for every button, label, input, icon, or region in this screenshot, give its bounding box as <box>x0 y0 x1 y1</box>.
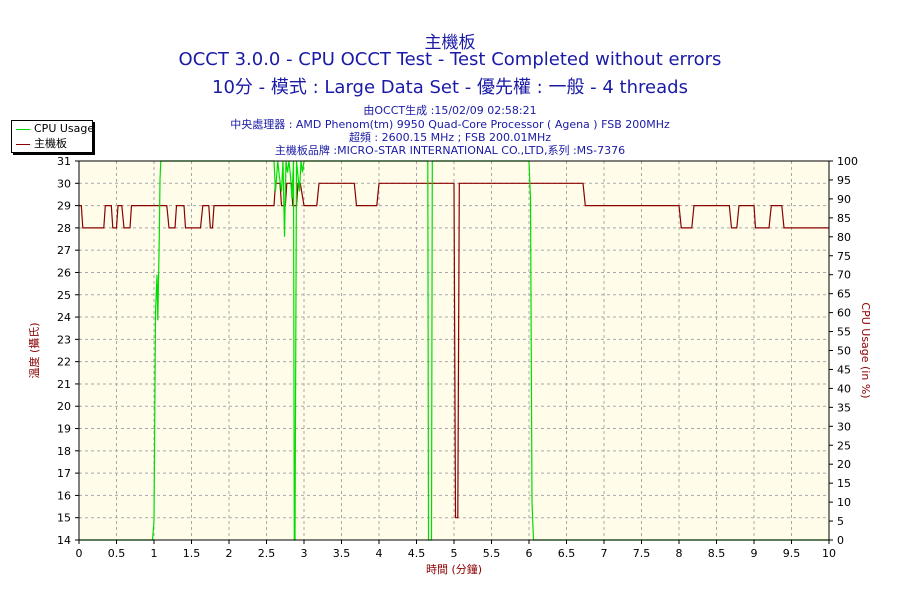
y-right-tick-label: 55 <box>837 326 851 339</box>
x-tick-label: 7.5 <box>633 547 651 560</box>
y-left-tick-label: 25 <box>57 289 71 302</box>
x-tick-label: 8 <box>676 547 683 560</box>
y-left-tick-label: 30 <box>57 177 71 190</box>
legend-swatch-motherboard <box>16 144 30 145</box>
y-left-tick-label: 19 <box>57 423 71 436</box>
y-left-tick-label: 26 <box>57 266 71 279</box>
y-left-tick-label: 15 <box>57 512 71 525</box>
legend-item-motherboard: 主機板 <box>12 137 92 151</box>
x-tick-label: 1 <box>151 547 158 560</box>
x-tick-label: 3.5 <box>333 547 351 560</box>
x-tick-label: 8.5 <box>708 547 726 560</box>
y-left-tick-label: 28 <box>57 222 71 235</box>
y-right-tick-label: 70 <box>837 269 851 282</box>
y-right-tick-label: 40 <box>837 382 851 395</box>
y-right-tick-label: 35 <box>837 401 851 414</box>
chart-subtitle-mode: 10分 - 模式 : Large Data Set - 優先權 : 一般 - 4… <box>212 77 688 98</box>
y-right-tick-label: 25 <box>837 439 851 452</box>
y-left-tick-label: 14 <box>57 534 71 547</box>
y-right-tick-label: 0 <box>837 534 844 547</box>
x-tick-label: 3 <box>301 547 308 560</box>
y-right-tick-label: 5 <box>837 515 844 528</box>
y-right-tick-label: 85 <box>837 212 851 225</box>
y-left-axis-title: 溫度 (攝氏) <box>27 322 41 378</box>
legend-label-motherboard: 主機板 <box>34 137 67 150</box>
x-tick-label: 0 <box>76 547 83 560</box>
x-tick-label: 9.5 <box>783 547 801 560</box>
x-tick-label: 5.5 <box>483 547 501 560</box>
y-right-tick-label: 60 <box>837 307 851 320</box>
y-left-tick-label: 22 <box>57 356 71 369</box>
x-tick-label: 0.5 <box>108 547 126 560</box>
x-tick-label: 4 <box>376 547 383 560</box>
x-tick-label: 6.5 <box>558 547 576 560</box>
y-right-tick-label: 20 <box>837 458 851 471</box>
legend-label-cpu-usage: CPU Usage <box>34 122 95 135</box>
legend-item-cpu-usage: CPU Usage <box>12 122 95 136</box>
x-tick-label: 5 <box>451 547 458 560</box>
x-tick-label: 4.5 <box>408 547 426 560</box>
y-left-tick-label: 18 <box>57 445 71 458</box>
y-right-tick-label: 95 <box>837 174 851 187</box>
chart-legend: CPU Usage 主機板 <box>11 120 95 153</box>
y-left-tick-label: 16 <box>57 489 71 502</box>
y-right-tick-label: 15 <box>837 477 851 490</box>
y-right-tick-label: 10 <box>837 496 851 509</box>
y-right-tick-label: 80 <box>837 231 851 244</box>
y-right-tick-label: 75 <box>837 250 851 263</box>
y-right-tick-label: 30 <box>837 420 851 433</box>
plot-frame <box>78 160 830 541</box>
y-left-tick-label: 27 <box>57 244 71 257</box>
y-right-tick-label: 45 <box>837 363 851 376</box>
legend-swatch-cpu-usage <box>16 129 30 130</box>
y-left-tick-label: 29 <box>57 200 71 213</box>
x-tick-label: 9 <box>751 547 758 560</box>
series-line-motherboard <box>79 182 829 519</box>
y-left-tick-label: 17 <box>57 467 71 480</box>
y-left-tick-label: 21 <box>57 378 71 391</box>
y-right-tick-label: 90 <box>837 193 851 206</box>
y-left-tick-label: 23 <box>57 333 71 346</box>
x-tick-label: 1.5 <box>183 547 201 560</box>
info-motherboard: 主機板品牌 :MICRO-STAR INTERNATIONAL CO.,LTD,… <box>274 144 626 157</box>
info-generated: 由OCCT生成 :15/02/09 02:58:21 <box>363 104 537 117</box>
y-left-tick-label: 24 <box>57 311 71 324</box>
y-right-tick-label: 100 <box>837 155 858 168</box>
info-cpu: 中央處理器 : AMD Phenom(tm) 9950 Quad-Core Pr… <box>230 118 670 131</box>
chart-subtitle-test: OCCT 3.0.0 - CPU OCCT Test - Test Comple… <box>178 49 722 70</box>
x-tick-label: 2 <box>226 547 233 560</box>
x-tick-label: 7 <box>601 547 608 560</box>
x-tick-label: 6 <box>526 547 533 560</box>
x-tick-label: 10 <box>822 547 836 560</box>
y-right-tick-label: 50 <box>837 345 851 358</box>
y-left-tick-label: 20 <box>57 400 71 413</box>
x-axis-title: 時間 (分鐘) <box>426 562 482 576</box>
y-right-tick-label: 65 <box>837 288 851 301</box>
y-right-axis-title: CPU Usage (in %) <box>859 302 872 398</box>
info-overclock: 超頻 : 2600.15 MHz ; FSB 200.01MHz <box>348 131 552 144</box>
y-left-tick-label: 31 <box>57 155 71 168</box>
x-tick-label: 2.5 <box>258 547 276 560</box>
chart-title: 主機板 <box>424 33 476 53</box>
